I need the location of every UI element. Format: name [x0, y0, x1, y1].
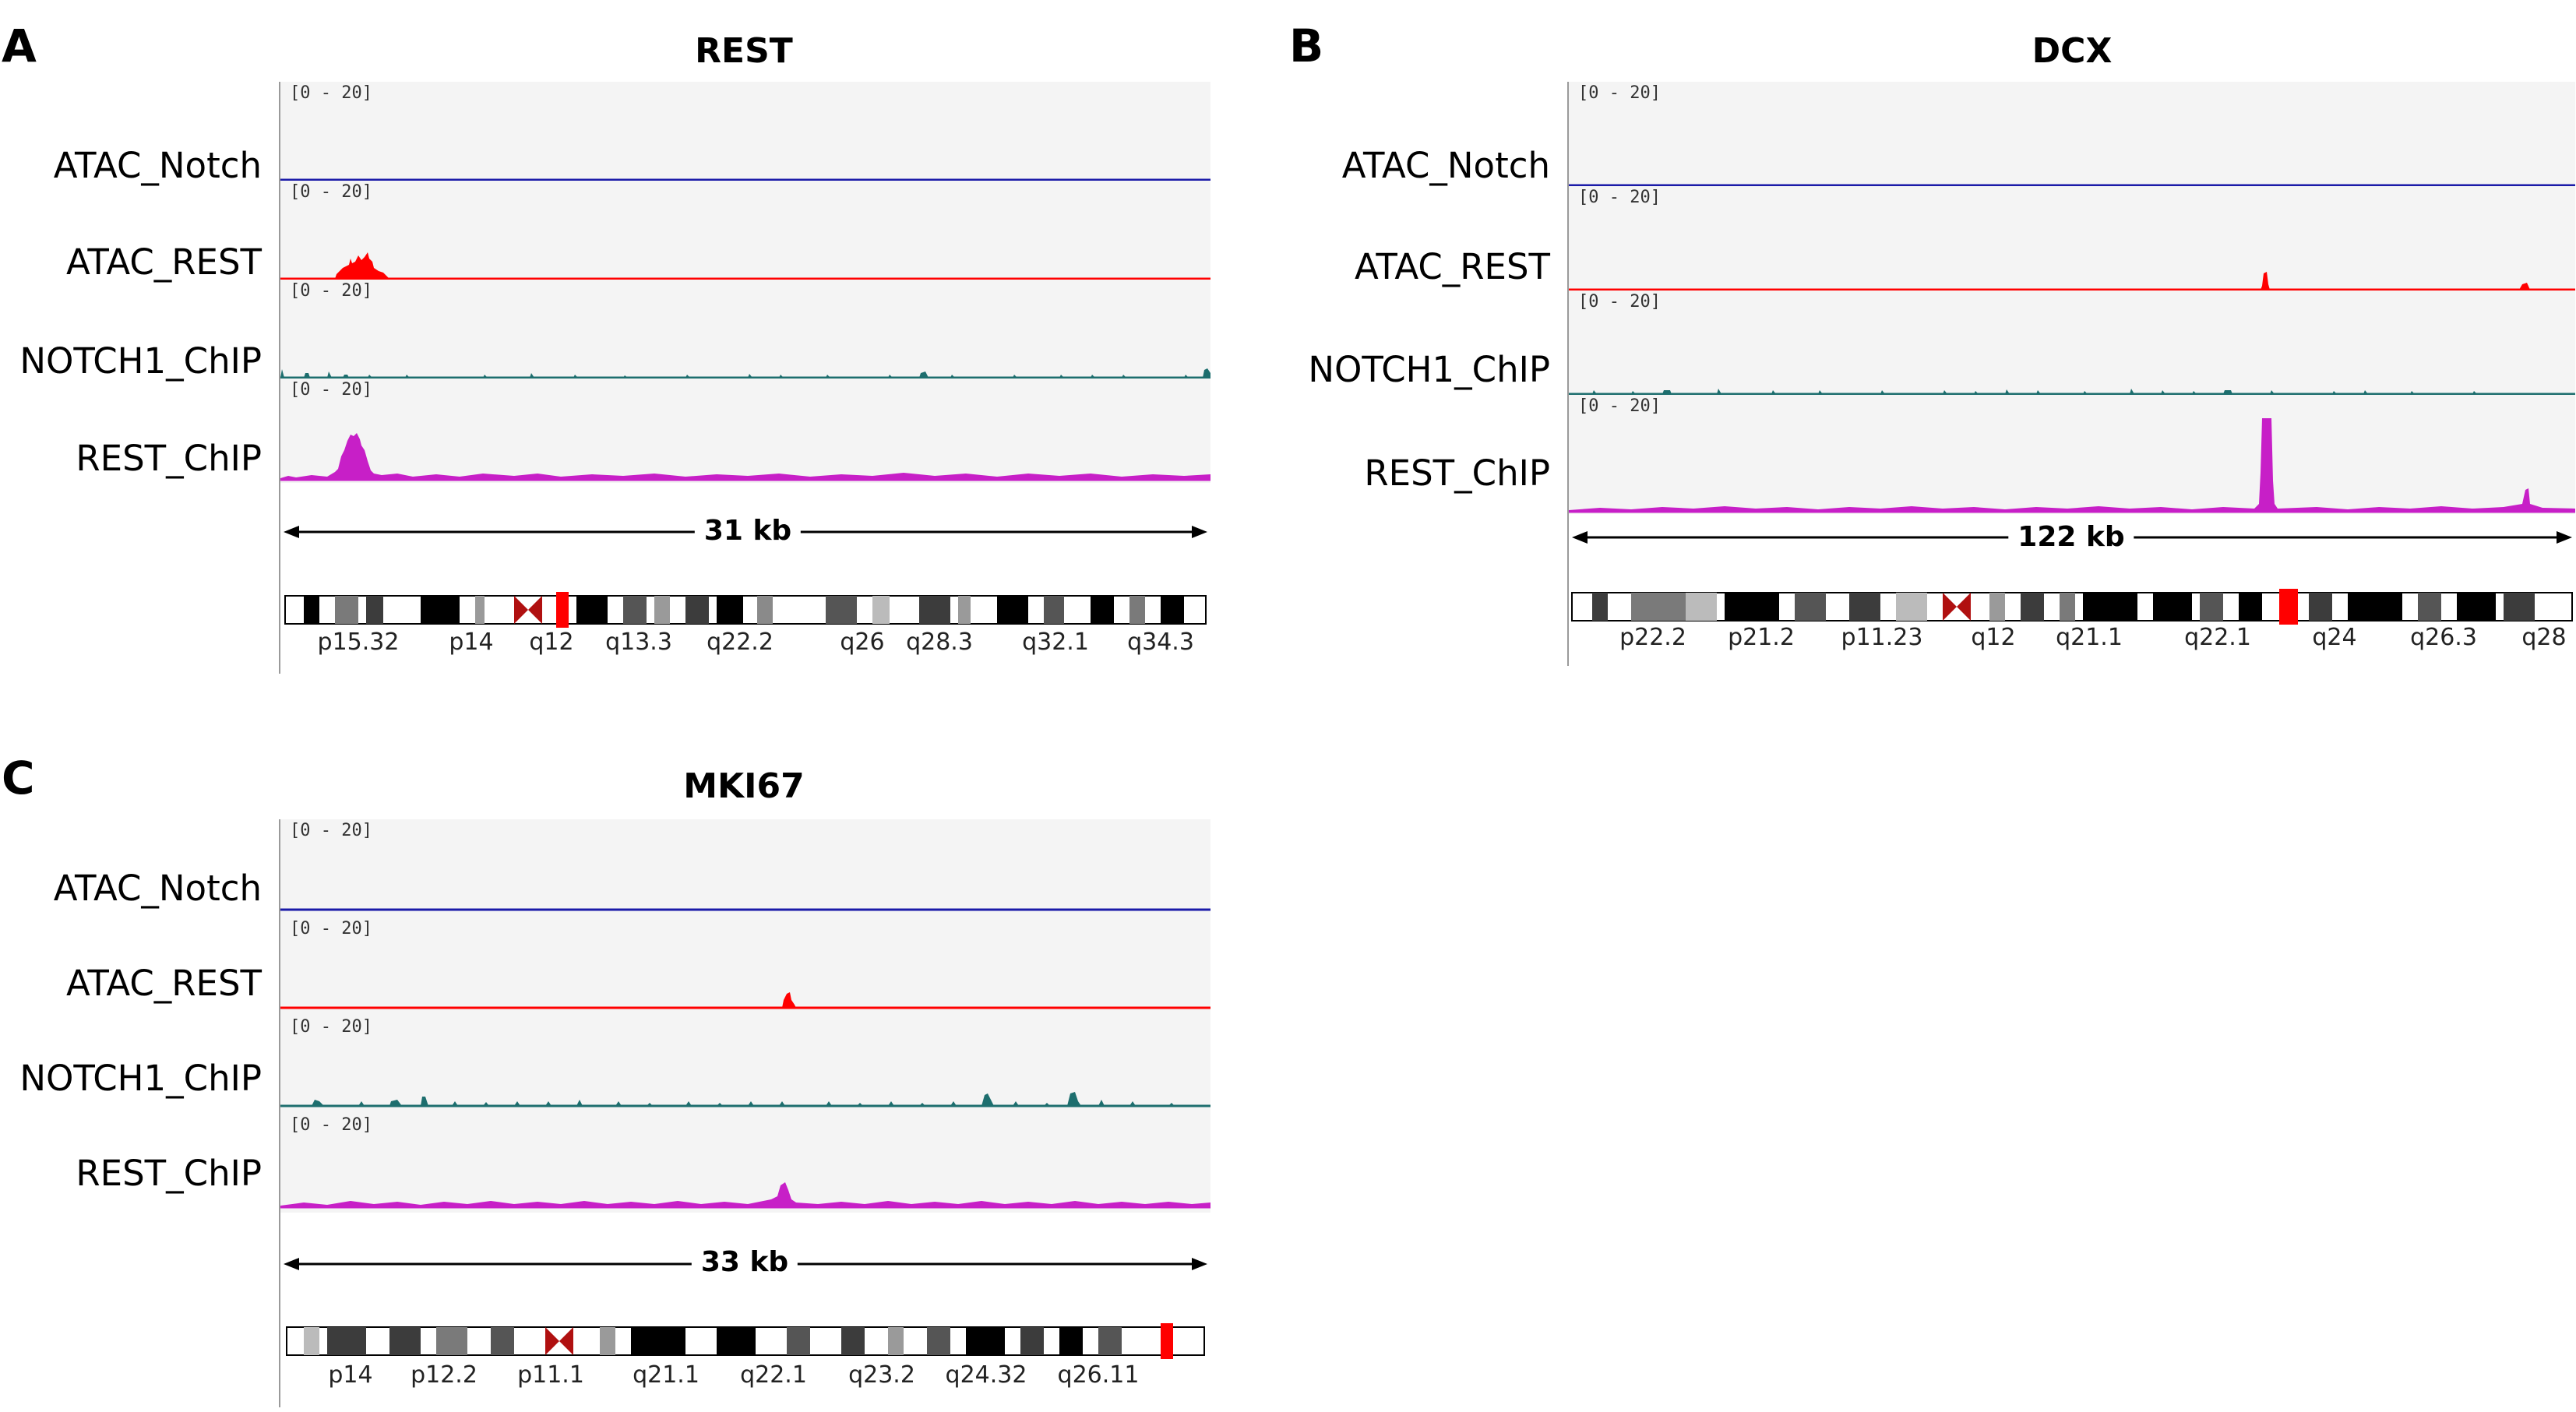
cytobands: [1592, 589, 2535, 625]
track-name: REST_ChIP: [76, 438, 262, 479]
band-label: q22.1: [740, 1361, 807, 1389]
panel-label: B: [1289, 19, 1324, 72]
scale-label: 33 kb: [691, 1248, 798, 1276]
track-name: ATAC_Notch: [1341, 145, 1550, 186]
signal-svg: [1569, 418, 2575, 513]
band-label: p15.32: [317, 629, 400, 656]
track-rest-chip: [0 - 20]: [280, 379, 1210, 483]
track-atac-notch: [0 - 20]: [280, 819, 1210, 917]
range-label: [0 - 20]: [1578, 292, 1661, 312]
track-name: ATAC_REST: [66, 241, 262, 283]
genomic-ruler: 33 kb p14 p12.2 p11.1 q21.1 q22.1 q23.2 …: [279, 1213, 1210, 1407]
band-label: p14: [328, 1361, 373, 1389]
track-atac-rest: [0 - 20]: [280, 181, 1210, 280]
band-label: q23.2: [848, 1361, 915, 1389]
track-name: REST_ChIP: [76, 1153, 262, 1194]
track-name: NOTCH1_ChIP: [19, 340, 262, 382]
band-label: p21.2: [1728, 624, 1795, 651]
cytobands: [304, 592, 1184, 628]
track-name: NOTCH1_ChIP: [1308, 349, 1550, 390]
band-label: q28.3: [906, 629, 973, 656]
track-rest-chip: [0 - 20]: [280, 1114, 1210, 1213]
band-label: q34.3: [1127, 629, 1194, 656]
ruler-svg: [284, 526, 1207, 628]
band-label: q26: [840, 629, 885, 656]
genomic-ruler: 31 kb p15.32 p14 q12 q13.3 q22.2 q26 q28…: [279, 483, 1210, 674]
track-name: ATAC_REST: [66, 963, 262, 1004]
band-label: q12: [1971, 624, 2016, 651]
band-label: q26.3: [2410, 624, 2477, 651]
cytobands: [304, 1323, 1173, 1359]
signal-svg: [1569, 389, 2575, 396]
signal-svg: [280, 368, 1210, 379]
signal-svg: [280, 178, 1210, 181]
signal-svg: [280, 1182, 1210, 1209]
band-label: q24: [2312, 624, 2357, 651]
range-label: [0 - 20]: [290, 83, 372, 103]
band-label: q24.32: [945, 1361, 1027, 1389]
scale-label: 31 kb: [694, 517, 802, 545]
scale-label: 122 kb: [2008, 523, 2134, 551]
signal-svg: [280, 992, 1210, 1009]
track-name: ATAC_REST: [1355, 246, 1550, 287]
panel-label: C: [2, 752, 35, 805]
ruler-svg: [1571, 531, 2573, 625]
track-notch1-chip: [0 - 20]: [1569, 290, 2575, 396]
genomic-ruler: 122 kb p22.2 p21.2 p11.23 q12 q21.1 q22.…: [1567, 514, 2575, 666]
band-label: q21.1: [633, 1361, 700, 1389]
track-atac-rest: [0 - 20]: [280, 917, 1210, 1016]
band-label: q26.11: [1057, 1361, 1140, 1389]
band-label: q12: [529, 629, 574, 656]
range-label: [0 - 20]: [290, 1115, 372, 1135]
track-atac-rest: [0 - 20]: [1569, 186, 2575, 291]
ruler-svg: [284, 1258, 1207, 1359]
signal-svg: [1569, 184, 2575, 187]
track-name: NOTCH1_ChIP: [19, 1058, 262, 1099]
signal-svg: [280, 252, 1210, 280]
band-label: q28: [2521, 624, 2567, 651]
gene-title: MKI67: [683, 766, 805, 806]
panel-label: A: [2, 19, 37, 72]
track-area: [0 - 20] [0 - 20] [0 - 20] [0 - 20]: [279, 819, 1210, 1213]
signal-svg: [280, 908, 1210, 911]
band-label: q21.1: [2056, 624, 2123, 651]
track-name: ATAC_Notch: [53, 145, 262, 186]
band-label: p11.1: [517, 1361, 584, 1389]
track-name: ATAC_Notch: [53, 868, 262, 909]
track-notch1-chip: [0 - 20]: [280, 1016, 1210, 1114]
range-label: [0 - 20]: [1578, 396, 1661, 416]
band-label: p14: [449, 629, 494, 656]
gene-title: REST: [695, 31, 793, 71]
track-area: [0 - 20] [0 - 20] [0 - 20] [0 - 20]: [1567, 82, 2575, 514]
track-name: REST_ChIP: [1364, 452, 1550, 494]
signal-svg: [1569, 272, 2575, 291]
range-label: [0 - 20]: [290, 281, 372, 301]
range-label: [0 - 20]: [290, 919, 372, 938]
track-atac-notch: [0 - 20]: [1569, 82, 2575, 187]
range-label: [0 - 20]: [1578, 188, 1661, 207]
band-label: p22.2: [1619, 624, 1686, 651]
range-label: [0 - 20]: [290, 821, 372, 840]
gene-title: DCX: [2032, 31, 2113, 71]
range-label: [0 - 20]: [290, 182, 372, 202]
band-label: p11.23: [1841, 624, 1923, 651]
range-label: [0 - 20]: [290, 1017, 372, 1037]
band-label: q22.1: [2184, 624, 2251, 651]
band-label: q13.3: [605, 629, 672, 656]
signal-svg: [280, 1092, 1210, 1107]
track-area: [0 - 20] [0 - 20] [0 - 20] [0 - 20]: [279, 82, 1210, 483]
range-label: [0 - 20]: [1578, 83, 1661, 103]
track-notch1-chip: [0 - 20]: [280, 280, 1210, 379]
track-atac-notch: [0 - 20]: [280, 82, 1210, 181]
signal-svg: [280, 433, 1210, 481]
band-label: q32.1: [1022, 629, 1089, 656]
band-label: p12.2: [411, 1361, 477, 1389]
track-rest-chip: [0 - 20]: [1569, 395, 2575, 514]
band-label: q22.2: [707, 629, 774, 656]
range-label: [0 - 20]: [290, 380, 372, 400]
